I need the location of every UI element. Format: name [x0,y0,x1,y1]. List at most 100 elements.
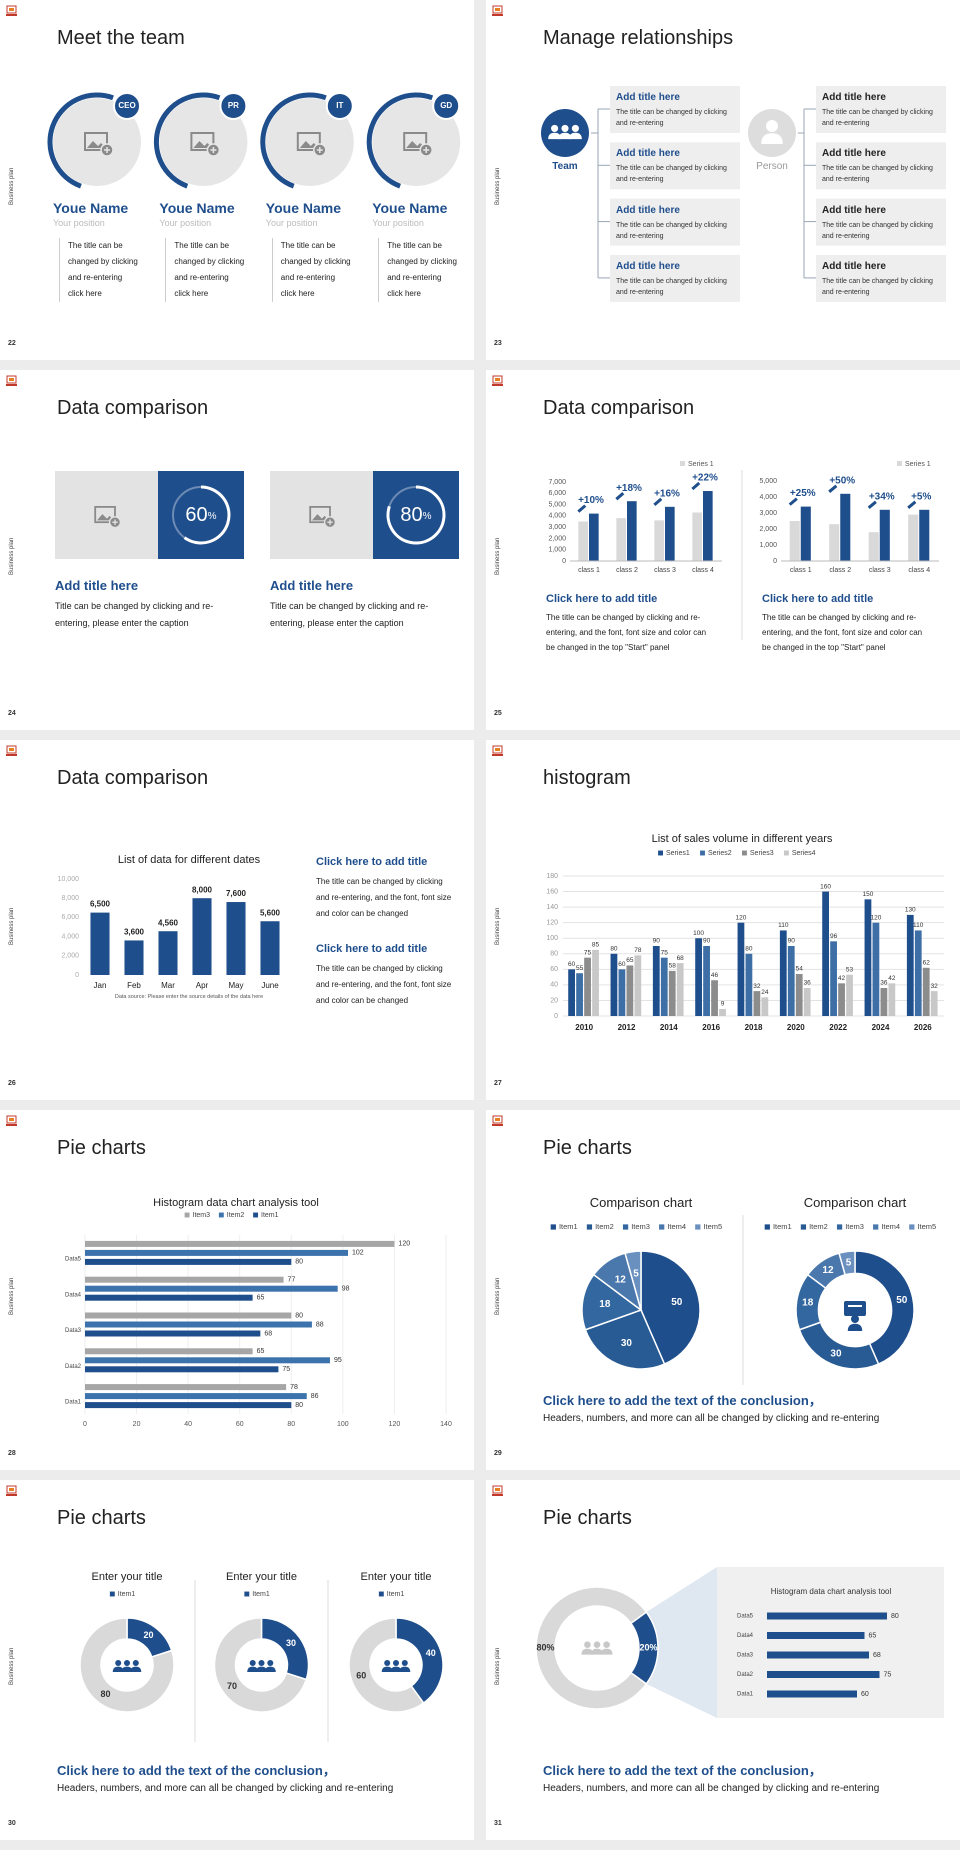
value-label: 110 [913,922,924,929]
person-icon [112,1666,124,1673]
change-label: +10% [578,495,604,506]
x-tick-label: Jan [94,981,107,990]
info-title: Click here to add title [762,593,874,605]
slide-graphics: Item1 20 80 Item1 30 70 Item1 40 60 [6,1485,444,1742]
x-tick-label: class 3 [869,567,891,574]
card-title: Add title here [55,578,139,593]
legend-swatch [550,1224,556,1230]
bar [703,491,713,561]
change-label: +16% [654,488,680,499]
donut-slice [213,1617,308,1713]
y-tick-label: 4,000 [548,513,566,520]
bar [711,980,718,1016]
member-name: Youe Name [265,200,342,216]
conclusion-text: Headers, numbers, and more can all be ch… [543,1413,880,1424]
legend-swatch [897,461,902,466]
logo [492,1124,503,1126]
y-tick-label: 3,000 [759,510,777,517]
slide: 0 1,000 2,000 3,000 4,000 5,000 6,000 7,000 Seri… [486,370,960,730]
person-icon [264,1666,276,1673]
ring [183,485,231,545]
logo [495,378,500,381]
legend-swatch [659,1224,665,1230]
y-tick-label: 7,000 [548,479,566,486]
box-title: Add title here [822,260,886,272]
side-label: Business plan [495,907,501,945]
legend-swatch [109,1591,115,1597]
legend-label: Item2 [595,1222,614,1231]
y-tick-label: 5,000 [548,501,566,508]
image-icon [97,514,115,521]
relation-label: Team [552,161,578,172]
logo [6,14,17,16]
avatar [372,98,461,186]
donut-slice [79,1617,175,1713]
legend-label: Item1 [118,1591,136,1598]
chart-title: List of sales volume in different years [651,833,833,845]
bar [930,991,938,1016]
value-label: 60 [568,961,576,968]
value-label: 130 [905,907,916,914]
side-label: Business plan [9,907,15,945]
pie-slice [584,1309,666,1370]
y-tick-label: 2,000 [759,526,777,533]
x-tick-label: class 4 [908,567,930,574]
person-icon [256,1666,267,1673]
y-tick-label: 120 [546,920,558,927]
legend-label: Item3 [631,1222,650,1231]
bar [829,524,840,561]
legend-label: Item3 [845,1222,864,1231]
bar [737,922,745,1016]
value-label: 5,600 [260,908,281,917]
logo [9,1488,14,1491]
image-icon [193,141,213,148]
box-text: The title can be changed by clicking and… [616,109,727,127]
y-tick-label: 180 [546,873,558,880]
slice-label: 50 [671,1297,683,1308]
value-label: 68 [677,955,685,962]
slide-graphics: Item3 Item2 Item1 0 20 40 60 80 100 120 140 Data1 78… [6,1115,452,1428]
value-label: 80 [295,1259,303,1266]
legend-label: Series2 [708,850,732,857]
person-icon [847,1323,863,1331]
image-icon [296,132,321,151]
chart-title: Enter your title [360,1571,432,1583]
slice-label: 50 [896,1295,908,1306]
legend-label: Item1 [773,1222,792,1231]
x-tick-label: Apr [196,981,209,990]
person-icon [390,1666,402,1673]
value-label: 32 [753,983,761,990]
info-text: The title can be changed by clicking and… [762,613,923,652]
note-title: Click here to add title [316,943,428,955]
bar [872,922,880,1016]
value-label: 85 [592,942,600,949]
page-number: 26 [8,1080,16,1087]
legend-label: Item1 [387,1591,405,1598]
info-box [816,142,946,190]
image-icon [112,519,118,525]
value-label: 55 [576,965,584,972]
person-icon [121,1666,133,1673]
y-tick-label: Data2 [737,1672,754,1678]
value-label: 60 [861,1691,869,1698]
legend-label: Item5 [703,1222,722,1231]
note-text: The title can be changed by clicking and… [316,964,452,1005]
ring-value: 80% [400,504,431,526]
bar [85,1366,279,1373]
value-label: 53 [846,966,854,973]
y-tick-label: 8,000 [61,895,79,902]
badge-label: IT [336,101,343,110]
change-label: +25% [790,488,816,499]
box-text: The title can be changed by clicking and… [616,165,727,184]
badge [325,92,354,120]
x-tick-label: 2016 [702,1023,720,1032]
conclusion-title: Click here to add the text of the conclu… [57,1763,336,1778]
slide-graphics: 0 2,000 4,000 6,000 8,000 10,000 6,500 Jan 3,600… [6,745,281,990]
donut-slice [854,1250,915,1366]
bar [864,899,872,1016]
person-icon [591,1648,603,1655]
bar [906,914,914,1016]
y-tick-label: Data1 [65,1400,82,1406]
slide-title: Data comparison [57,767,209,789]
value-label: 62 [923,959,931,966]
